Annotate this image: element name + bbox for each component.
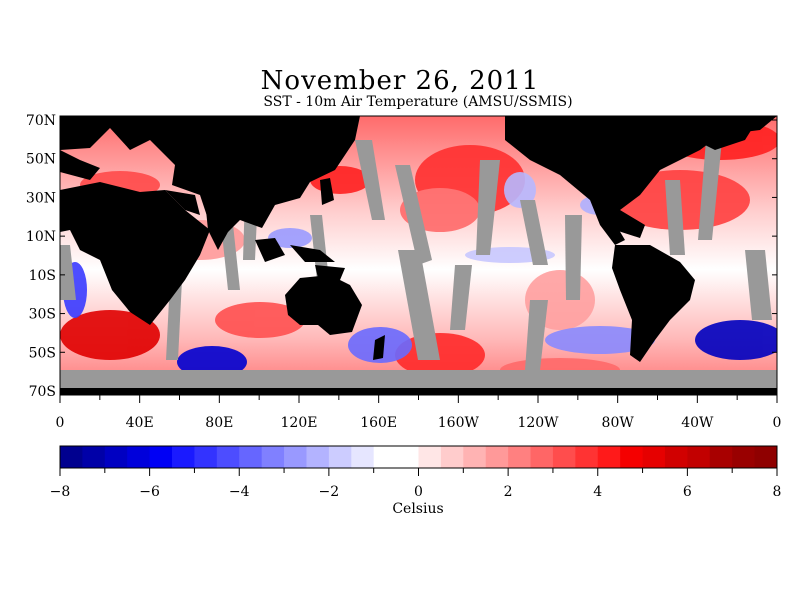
map-title: November 26, 2011 bbox=[260, 66, 540, 96]
colorbar-swatch bbox=[463, 446, 487, 468]
colorbar-swatch bbox=[82, 446, 106, 468]
land-masses bbox=[60, 116, 777, 395]
longitude-label: 120E bbox=[281, 415, 318, 431]
colorbar-swatch bbox=[194, 446, 218, 468]
colorbar-swatch bbox=[396, 446, 419, 468]
longitude-label: 0 bbox=[773, 415, 782, 431]
colorbar-tick-label: −6 bbox=[139, 484, 160, 500]
colorbar-swatch bbox=[508, 446, 531, 468]
colorbar-swatch bbox=[172, 446, 195, 468]
colorbar-tick-label: 6 bbox=[683, 484, 692, 500]
latitude-axis: 70N 50N 30N 10N 10S 30S 50S 70S bbox=[26, 113, 777, 400]
map-field bbox=[60, 116, 777, 395]
colorbar-swatch bbox=[552, 446, 576, 468]
latitude-label: 70N bbox=[26, 113, 56, 129]
colorbar-tick-label: 0 bbox=[414, 484, 423, 500]
colorbar-swatch bbox=[732, 446, 755, 468]
colorbar-swatch bbox=[261, 446, 285, 468]
longitude-label: 120W bbox=[517, 415, 559, 431]
latitude-label: 70S bbox=[29, 384, 56, 400]
latitude-label: 50N bbox=[26, 152, 56, 168]
colorbar-swatch bbox=[530, 446, 554, 468]
colorbar-swatch bbox=[216, 446, 240, 468]
colorbar-swatch bbox=[60, 446, 83, 468]
colorbar-swatch bbox=[620, 446, 643, 468]
latitude-label: 30S bbox=[29, 307, 56, 323]
colorbar-axis: −8 −6 −4 −2 0 2 4 6 8 bbox=[50, 468, 782, 500]
colorbar-swatch bbox=[149, 446, 173, 468]
colorbar-swatch bbox=[373, 446, 397, 468]
colorbar-unit-label: Celsius bbox=[392, 501, 444, 517]
latitude-label: 10N bbox=[26, 229, 56, 245]
colorbar-tick-label: −4 bbox=[229, 484, 250, 500]
colorbar-swatch bbox=[284, 446, 307, 468]
colorbar-swatch bbox=[485, 446, 509, 468]
colorbar-swatch bbox=[351, 446, 375, 468]
colorbar-swatch bbox=[575, 446, 599, 468]
colorbar-tick-label: −2 bbox=[319, 484, 340, 500]
latitude-label: 30N bbox=[26, 190, 56, 206]
colorbar-tick-label: 8 bbox=[773, 484, 782, 500]
colorbar-tick-label: −8 bbox=[50, 484, 71, 500]
colorbar-swatch bbox=[418, 446, 442, 468]
longitude-label: 80W bbox=[602, 415, 635, 431]
latitude-label: 10S bbox=[29, 268, 56, 284]
colorbar-swatch bbox=[239, 446, 263, 468]
colorbar-swatch bbox=[306, 446, 330, 468]
colorbar-tick-label: 4 bbox=[593, 484, 602, 500]
colorbar-swatch bbox=[597, 446, 621, 468]
map-subtitle: SST - 10m Air Temperature (AMSU/SSMIS) bbox=[263, 94, 573, 110]
longitude-label: 40E bbox=[126, 415, 154, 431]
colorbar-swatch bbox=[328, 446, 352, 468]
colorbar-swatch bbox=[642, 446, 666, 468]
colorbar-tick-label: 2 bbox=[504, 484, 513, 500]
colorbar-swatch bbox=[127, 446, 151, 468]
longitude-label: 80E bbox=[205, 415, 233, 431]
longitude-label: 160E bbox=[360, 415, 397, 431]
longitude-label: 160W bbox=[438, 415, 480, 431]
colorbar-swatch bbox=[754, 446, 778, 468]
longitude-label: 40W bbox=[681, 415, 714, 431]
colorbar bbox=[59, 445, 778, 469]
colorbar-swatch bbox=[440, 446, 464, 468]
colorbar-swatch bbox=[664, 446, 688, 468]
longitude-axis: 0 40E 80E 120E 160E 160W 120W 80W 40W 0 bbox=[56, 395, 782, 431]
longitude-label: 0 bbox=[56, 415, 65, 431]
colorbar-swatch bbox=[687, 446, 711, 468]
colorbar-swatch bbox=[709, 446, 733, 468]
latitude-label: 50S bbox=[29, 345, 56, 361]
colorbar-swatch bbox=[104, 446, 128, 468]
